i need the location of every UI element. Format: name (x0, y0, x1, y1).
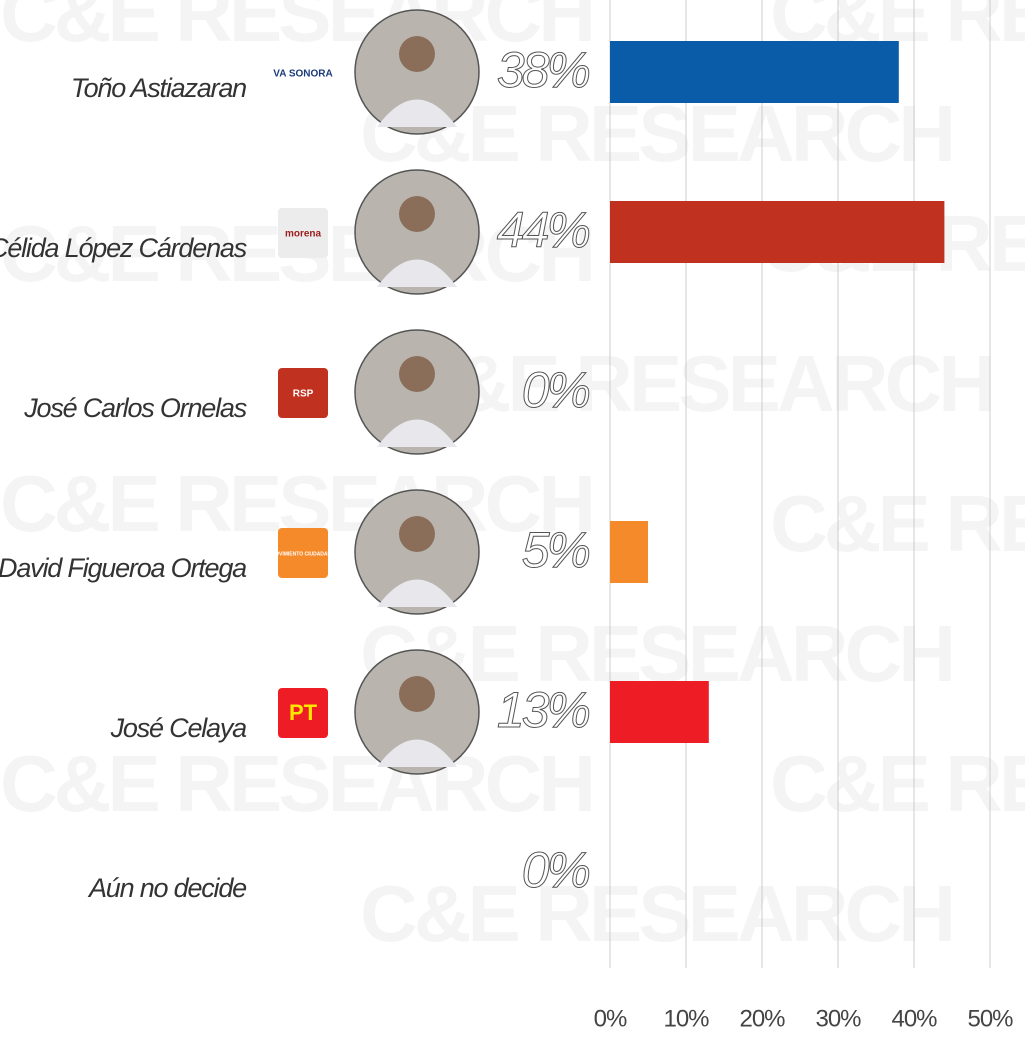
x-tick-label: 50% (967, 1005, 1013, 1032)
x-tick-label: 20% (739, 1005, 785, 1032)
photo-head (399, 516, 435, 552)
party-logo-text: VA SONORA (273, 69, 332, 80)
watermark: C&E RESEARCH (360, 869, 952, 958)
party-logo-text: PT (289, 700, 318, 725)
party-logo-text: MOVIMIENTO CIUDADANO (271, 551, 335, 557)
category-label: Toño Astiazaran (71, 73, 246, 103)
photo-head (399, 36, 435, 72)
watermark: C&E RESEARCH (400, 339, 992, 428)
bar (610, 521, 648, 583)
category-label: José Carlos Ornelas (23, 393, 246, 423)
photo-head (399, 356, 435, 392)
category-label: David Figueroa Ortega (0, 553, 247, 583)
watermark: C&E RESEARCH (770, 479, 1025, 568)
party-logo-text: morena (285, 229, 322, 240)
value-label: 0% (522, 842, 590, 898)
bar (610, 201, 944, 263)
watermark: C&E RESEARCH (0, 739, 592, 828)
value-label: 38% (497, 42, 590, 98)
bar (610, 41, 899, 103)
value-label: 13% (497, 682, 590, 738)
x-tick-label: 0% (594, 1005, 627, 1032)
value-label: 44% (497, 202, 590, 258)
x-tick-label: 10% (663, 1005, 709, 1032)
photo-head (399, 676, 435, 712)
bar (610, 681, 709, 743)
chart: C&E RESEARCH C&E RESEARCH C&E RESEARCH C&E … (0, 0, 1025, 1033)
photo-head (399, 196, 435, 232)
value-label: 5% (522, 522, 590, 578)
x-tick-label: 40% (891, 1005, 937, 1032)
x-tick-label: 30% (815, 1005, 861, 1032)
category-label: Célida López Cárdenas (0, 233, 247, 263)
category-label: Aún no decide (87, 873, 247, 903)
party-logo-text: RSP (293, 389, 314, 400)
watermark: C&E RESEARCH (770, 739, 1025, 828)
category-label: José Celaya (110, 713, 248, 743)
value-label: 0% (522, 362, 590, 418)
